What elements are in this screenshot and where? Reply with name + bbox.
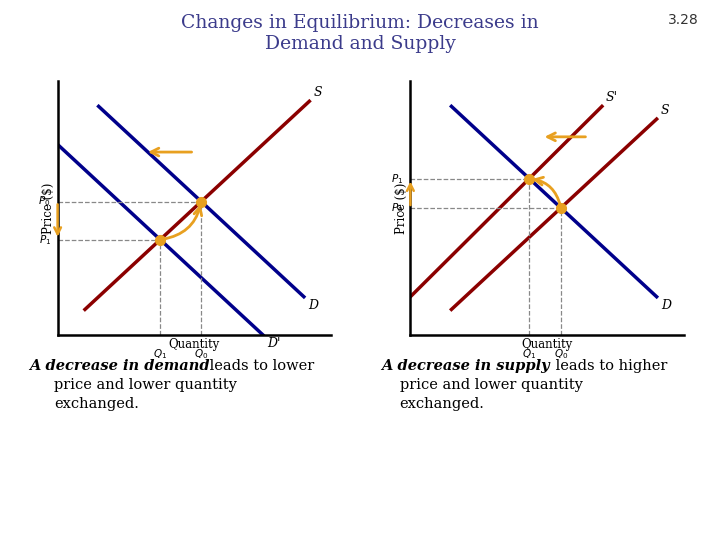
X-axis label: Quantity: Quantity bbox=[168, 338, 220, 350]
Text: $Q_0$: $Q_0$ bbox=[194, 348, 208, 361]
Text: exchanged.: exchanged. bbox=[400, 397, 485, 411]
Text: $Q_1$: $Q_1$ bbox=[522, 348, 536, 361]
X-axis label: Quantity: Quantity bbox=[521, 338, 573, 350]
Y-axis label: Price ($): Price ($) bbox=[42, 182, 55, 234]
Text: Changes in Equilibrium: Decreases in: Changes in Equilibrium: Decreases in bbox=[181, 14, 539, 31]
Text: $Q_1$: $Q_1$ bbox=[153, 348, 167, 361]
Text: $Q_0$: $Q_0$ bbox=[554, 348, 568, 361]
Text: S': S' bbox=[606, 91, 618, 104]
Text: $P_0$: $P_0$ bbox=[391, 201, 403, 215]
Text: D': D' bbox=[267, 338, 280, 350]
Text: D: D bbox=[308, 299, 318, 312]
Text: A decrease in demand: A decrease in demand bbox=[29, 359, 210, 373]
Text: $P_1$: $P_1$ bbox=[391, 172, 403, 186]
Text: exchanged.: exchanged. bbox=[54, 397, 139, 411]
Text: S: S bbox=[661, 104, 670, 117]
Text: $P_1$: $P_1$ bbox=[38, 233, 50, 247]
Text: D: D bbox=[661, 299, 671, 312]
Text: price and lower quantity: price and lower quantity bbox=[400, 378, 582, 392]
Text: A decrease in supply: A decrease in supply bbox=[382, 359, 550, 373]
Text: 3.28: 3.28 bbox=[667, 14, 698, 28]
Text: $P_0$: $P_0$ bbox=[38, 194, 50, 208]
Text: price and lower quantity: price and lower quantity bbox=[54, 378, 237, 392]
Text: S: S bbox=[313, 86, 322, 99]
Text: leads to higher: leads to higher bbox=[551, 359, 667, 373]
Text: leads to lower: leads to lower bbox=[205, 359, 315, 373]
Text: Demand and Supply: Demand and Supply bbox=[264, 35, 456, 53]
Y-axis label: Price ($): Price ($) bbox=[395, 182, 408, 234]
